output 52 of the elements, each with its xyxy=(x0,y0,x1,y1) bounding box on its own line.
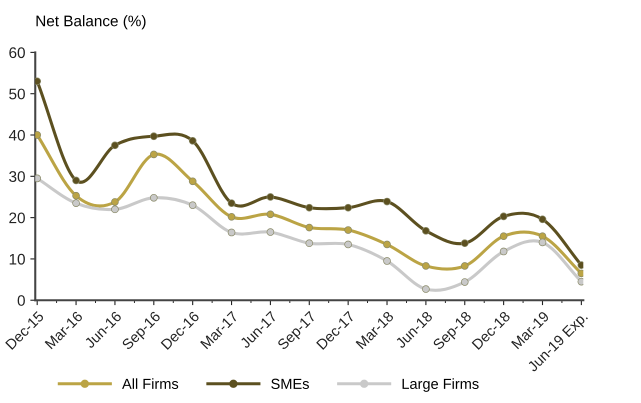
point xyxy=(500,232,508,240)
point xyxy=(150,194,158,202)
point xyxy=(188,177,196,186)
y-tick-label: 40 xyxy=(8,130,25,141)
y-tick-label: 10 xyxy=(10,254,25,265)
point xyxy=(305,224,314,232)
point xyxy=(228,199,236,207)
point xyxy=(72,176,80,184)
point xyxy=(538,238,546,246)
point xyxy=(35,131,42,139)
legend-label: SMEs xyxy=(271,378,309,390)
point xyxy=(383,198,391,206)
point xyxy=(188,136,196,145)
point xyxy=(72,192,80,200)
y-tick-label: 60 xyxy=(9,47,25,58)
y-axis-title: Net Balance (%) xyxy=(36,15,146,30)
point xyxy=(150,150,158,158)
point xyxy=(344,204,352,212)
y-tick-label: 20 xyxy=(9,212,25,224)
point xyxy=(422,285,430,293)
point xyxy=(266,228,274,236)
point xyxy=(460,278,469,286)
point xyxy=(500,212,508,220)
point xyxy=(72,199,80,207)
point xyxy=(500,248,508,256)
point xyxy=(35,77,42,86)
point xyxy=(228,228,236,236)
point xyxy=(422,227,430,235)
point xyxy=(305,204,314,212)
point xyxy=(111,198,119,206)
point xyxy=(266,210,274,218)
y-tick-label: 30 xyxy=(9,171,25,182)
point xyxy=(383,257,391,265)
point xyxy=(266,193,274,201)
point xyxy=(150,132,158,140)
point xyxy=(111,142,119,150)
point xyxy=(305,239,314,248)
point xyxy=(422,262,430,270)
point xyxy=(344,240,352,248)
point xyxy=(460,262,469,270)
point xyxy=(188,201,196,210)
point xyxy=(460,239,469,248)
point xyxy=(383,240,391,248)
point xyxy=(344,226,352,234)
legend-label: Large Firms xyxy=(402,378,479,392)
point xyxy=(35,174,42,182)
y-tick-label: 50 xyxy=(9,88,25,100)
point xyxy=(228,212,236,221)
y-tick-label: 0 xyxy=(18,295,25,306)
point xyxy=(111,206,119,214)
legend-label: All Firms xyxy=(122,378,178,390)
point xyxy=(538,215,546,224)
